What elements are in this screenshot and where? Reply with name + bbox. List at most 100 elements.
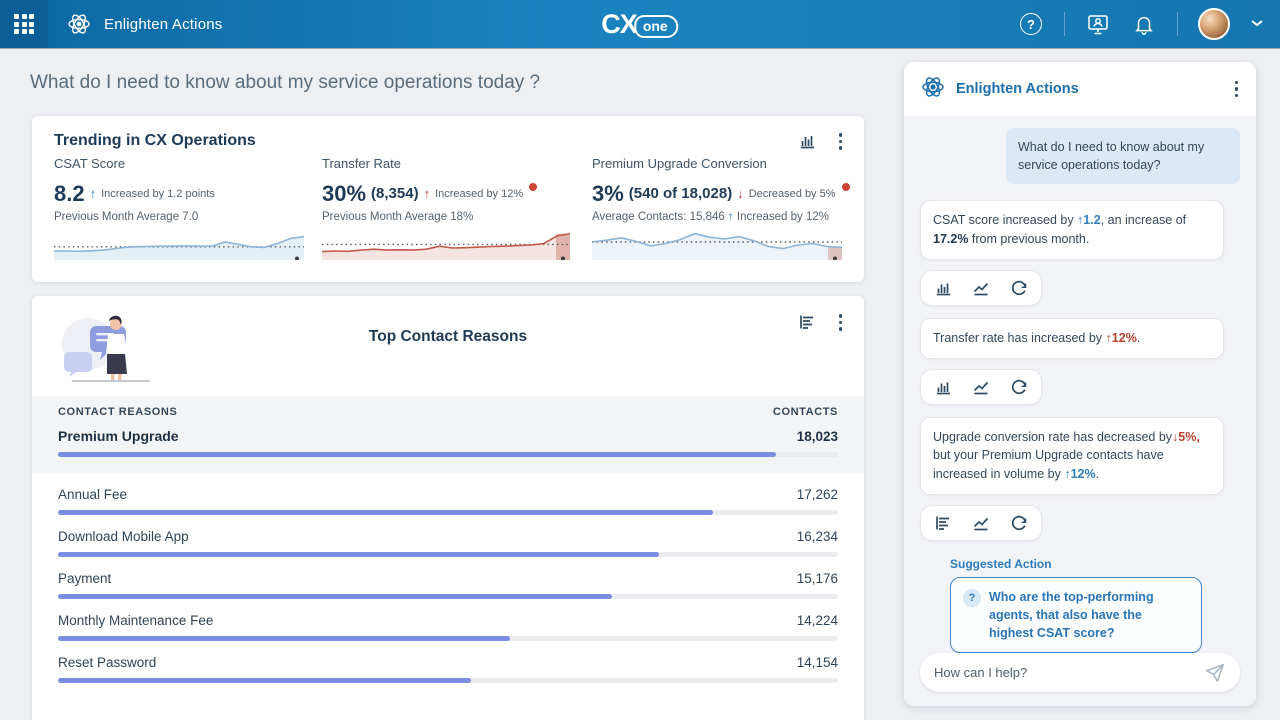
notifications-button[interactable] bbox=[1131, 11, 1157, 37]
contacts-bar bbox=[58, 552, 659, 557]
suggested-action-label: Suggested Action bbox=[950, 556, 1052, 571]
list-view-button[interactable] bbox=[797, 312, 817, 332]
chat-input[interactable] bbox=[934, 665, 1204, 681]
enlighten-panel-icon bbox=[920, 74, 946, 105]
redo-button[interactable] bbox=[1009, 377, 1029, 397]
chat-input-bar bbox=[920, 653, 1240, 692]
bar-chart-icon bbox=[937, 283, 950, 296]
line-chart-icon bbox=[973, 282, 989, 296]
column-header-contacts: CONTACTS bbox=[772, 406, 838, 418]
chart-view-button[interactable] bbox=[797, 131, 817, 151]
chat-panel-title: Enlighten Actions bbox=[956, 81, 1079, 97]
table-row[interactable]: Reset Password 14,154 bbox=[32, 641, 864, 683]
table-row[interactable]: Annual Fee 17,262 bbox=[32, 473, 864, 515]
contact-reasons-illustration bbox=[54, 304, 164, 389]
line-chart-button[interactable] bbox=[971, 377, 991, 397]
kpi-label: Premium Upgrade Conversion bbox=[592, 155, 767, 171]
bot-message-bubble: Upgrade conversion rate has decreased by… bbox=[920, 416, 1224, 495]
trending-card-title: Trending in CX Operations bbox=[54, 132, 256, 150]
bot-message-bubble: CSAT score increased by ↑1.2, an increas… bbox=[920, 200, 1224, 260]
question-icon: ? bbox=[963, 588, 981, 607]
redo-button[interactable] bbox=[1009, 278, 1029, 298]
contacts-bar-track bbox=[58, 452, 838, 457]
kpi-label: CSAT Score bbox=[54, 155, 126, 171]
reason-label: Monthly Maintenance Fee bbox=[58, 613, 214, 628]
contacts-value: 17,262 bbox=[796, 487, 838, 502]
contacts-bar-track bbox=[58, 594, 838, 599]
trend-arrow-icon: ↑ bbox=[89, 186, 97, 201]
suggested-action-card[interactable]: ? Who are the top-performing agents, tha… bbox=[950, 576, 1202, 654]
contacts-bar-track bbox=[58, 552, 838, 557]
kpi-premium-upgrade-conversion: Premium Upgrade Conversion 3% (540 of 18,0… bbox=[591, 155, 850, 277]
user-avatar[interactable] bbox=[1198, 8, 1230, 40]
contacts-value: 14,224 bbox=[796, 613, 838, 628]
redo-button[interactable] bbox=[1009, 513, 1029, 533]
reason-label: Download Mobile App bbox=[58, 529, 189, 544]
redo-icon bbox=[1011, 280, 1027, 295]
contacts-bar-track bbox=[58, 678, 838, 683]
card-menu-button[interactable] bbox=[837, 312, 845, 333]
trend-arrow-icon: ↓ bbox=[737, 186, 744, 201]
message-actions-toolbar bbox=[920, 504, 1042, 541]
send-button[interactable] bbox=[1204, 662, 1226, 684]
reason-label: Annual Fee bbox=[58, 487, 128, 502]
app-title: Enlighten Actions bbox=[104, 15, 223, 33]
app-grid-icon bbox=[14, 14, 34, 34]
table-row[interactable]: Monthly Maintenance Fee 14,224 bbox=[32, 599, 864, 641]
chevron-down-icon[interactable] bbox=[1250, 15, 1264, 33]
kpi-value: 8.2 bbox=[54, 180, 85, 206]
help-button[interactable]: ? bbox=[1018, 11, 1044, 37]
bar-chart-button[interactable] bbox=[933, 278, 953, 298]
message-actions-toolbar bbox=[920, 368, 1042, 405]
kpi-sparkline bbox=[321, 230, 571, 265]
message-actions-toolbar bbox=[920, 269, 1042, 306]
presentation-icon bbox=[1088, 15, 1108, 35]
contact-card-title: Top Contact Reasons bbox=[368, 328, 528, 345]
line-chart-button[interactable] bbox=[971, 278, 991, 298]
kpi-subtext: Previous Month Average 18% bbox=[322, 210, 474, 223]
contacts-value: 18,023 bbox=[796, 429, 838, 444]
top-contact-reasons-card: Top Contact Reasons CONTACT REASONS CONTA… bbox=[32, 296, 864, 720]
contacts-bar bbox=[58, 678, 472, 683]
bar-chart-button[interactable] bbox=[933, 377, 953, 397]
user-message-bubble: What do I need to know about my service … bbox=[1006, 128, 1240, 185]
contacts-bar bbox=[58, 636, 511, 641]
redo-icon bbox=[1011, 515, 1027, 530]
kpi-value: 3% bbox=[592, 180, 624, 206]
redo-icon bbox=[1011, 379, 1027, 394]
table-row[interactable]: Payment 15,176 bbox=[32, 557, 864, 599]
kpi-subtext: Average Contacts: 15,846 ↑ Increased by … bbox=[592, 210, 829, 223]
bar-chart-icon bbox=[937, 382, 950, 394]
contacts-bar-track bbox=[58, 636, 838, 641]
trend-arrow-icon: ↑ bbox=[423, 186, 431, 201]
contacts-bar bbox=[58, 594, 612, 599]
kpi-csat-score: CSAT Score 8.2 ↑ Increased by 1.2 points Pre… bbox=[54, 155, 305, 265]
kpi-change-text: Increased by 1.2 points bbox=[101, 187, 215, 200]
kpi-change-text: Increased by 12% bbox=[435, 187, 524, 200]
contacts-value: 14,154 bbox=[796, 655, 838, 670]
reason-label: Reset Password bbox=[58, 655, 157, 670]
topbar-divider bbox=[1064, 12, 1065, 36]
training-button[interactable] bbox=[1085, 11, 1111, 37]
horizontal-bars-icon bbox=[936, 516, 949, 530]
line-chart-icon bbox=[973, 381, 989, 394]
table-row[interactable]: Premium Upgrade 18,023 bbox=[58, 428, 838, 457]
align-left-button[interactable] bbox=[933, 513, 953, 533]
trending-cx-operations-card: Trending in CX Operations CSAT Score 8.2 ↑… bbox=[32, 116, 864, 282]
contacts-value: 15,176 bbox=[796, 571, 838, 586]
bell-icon bbox=[1135, 16, 1153, 35]
enlighten-logo-icon bbox=[66, 11, 92, 37]
kpi-detail: (540 of 18,028) bbox=[628, 185, 733, 202]
line-chart-button[interactable] bbox=[971, 513, 991, 533]
kpi-transfer-rate: Transfer Rate 30% (8,354) ↑ Increased by 12%… bbox=[321, 155, 571, 265]
table-row[interactable]: Download Mobile App 16,234 bbox=[32, 515, 864, 557]
kpi-sparkline bbox=[591, 230, 850, 277]
app-launcher-button[interactable] bbox=[0, 0, 48, 48]
bar-chart-icon bbox=[800, 136, 814, 149]
kpi-sparkline bbox=[54, 230, 305, 265]
kpi-value: 30% bbox=[322, 180, 367, 206]
panel-menu-button[interactable] bbox=[1233, 79, 1241, 100]
bot-message-bubble: Transfer rate has increased by ↑12%. bbox=[920, 317, 1224, 359]
card-menu-button[interactable] bbox=[837, 131, 845, 152]
kpi-label: Transfer Rate bbox=[322, 155, 401, 171]
